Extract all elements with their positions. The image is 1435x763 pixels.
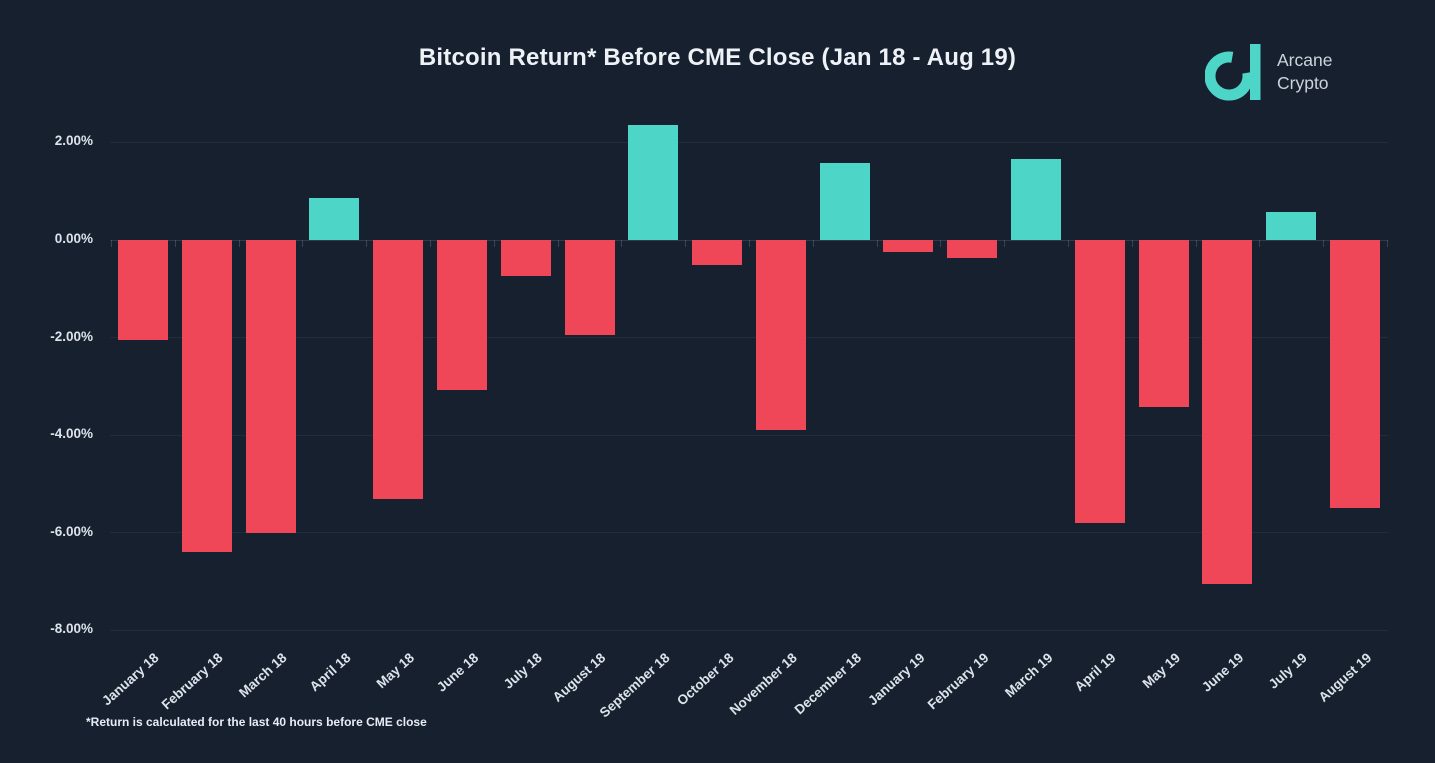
arcane-crypto-logo: Arcane Crypto xyxy=(1205,40,1332,104)
x-axis-label-august-18: August 18 xyxy=(550,650,609,705)
logo-text-line2: Crypto xyxy=(1277,73,1329,93)
bar-july-18 xyxy=(500,240,551,277)
x-axis-tick xyxy=(685,240,687,247)
gridline--4.00% xyxy=(110,434,1388,436)
x-axis-label-april-19: April 19 xyxy=(1072,650,1119,695)
bar-october-18 xyxy=(692,240,743,266)
gridline--8.00% xyxy=(110,629,1388,631)
logo-text-line1: Arcane xyxy=(1277,50,1333,71)
x-axis-tick xyxy=(812,240,814,247)
x-axis-tick xyxy=(1195,240,1197,247)
x-axis-tick xyxy=(111,240,113,247)
bar-march-19 xyxy=(1011,158,1062,240)
x-axis-label-december-18: December 18 xyxy=(791,650,864,718)
x-axis-label-july-19: July 19 xyxy=(1266,650,1311,692)
gridline-0.00% xyxy=(110,239,1388,241)
arcane-logo-mark xyxy=(1205,44,1261,101)
gridline--6.00% xyxy=(110,532,1388,534)
gridline--2.00% xyxy=(110,337,1388,339)
x-axis-label-april-18: April 18 xyxy=(306,650,354,695)
y-axis-label-2.00%: 2.00% xyxy=(54,133,93,149)
bar-june-18 xyxy=(436,240,487,390)
x-axis-tick xyxy=(876,240,878,247)
footnote: *Return is calculated for the last 40 ho… xyxy=(86,715,427,729)
x-axis-tick xyxy=(1386,240,1388,247)
bar-january-19 xyxy=(883,240,934,253)
chart-title: Bitcoin Return* Before CME Close (Jan 18… xyxy=(418,44,1017,71)
bar-march-18 xyxy=(245,240,296,533)
x-axis-tick xyxy=(493,240,495,247)
bar-january-18 xyxy=(118,240,168,341)
bar-august-18 xyxy=(564,240,615,336)
bar-september-18 xyxy=(628,124,679,240)
x-axis-tick xyxy=(302,240,304,247)
x-axis-tick xyxy=(621,240,623,247)
bar-november-18 xyxy=(755,240,806,431)
y-axis-label-0.00%: 0.00% xyxy=(54,231,93,246)
x-axis-label-february-18: February 18 xyxy=(158,650,226,713)
x-axis-label-may-18: May 18 xyxy=(373,650,418,692)
x-axis-tick xyxy=(430,240,432,247)
x-axis-label-november-18: November 18 xyxy=(726,650,800,718)
x-axis-label-may-19: May 19 xyxy=(1139,650,1183,692)
bar-june-19 xyxy=(1202,240,1253,584)
y-axis-label--8.00%: -8.00% xyxy=(50,621,93,637)
x-axis-label-october-18: October 18 xyxy=(673,650,737,709)
x-axis-label-february-19: February 19 xyxy=(924,650,992,713)
x-axis-tick xyxy=(940,240,942,247)
x-axis-label-january-18: January 18 xyxy=(99,650,163,709)
x-axis-label-june-18: June 18 xyxy=(433,650,481,695)
bar-may-19 xyxy=(1138,240,1189,408)
x-axis-label-august-19: August 19 xyxy=(1315,650,1375,705)
bar-august-19 xyxy=(1330,240,1380,509)
x-axis-label-march-18: March 18 xyxy=(236,650,290,701)
bar-july-19 xyxy=(1266,212,1317,240)
bar-december-18 xyxy=(819,163,870,240)
arcane-logo-text: Arcane Crypto xyxy=(1277,49,1332,95)
x-axis-label-july-18: July 18 xyxy=(500,650,545,692)
x-axis-tick xyxy=(174,240,176,247)
bar-april-18 xyxy=(309,197,360,240)
y-axis-label--4.00%: -4.00% xyxy=(50,426,93,442)
x-axis-tick xyxy=(1323,240,1325,247)
x-axis-tick xyxy=(366,240,368,247)
x-axis-label-june-19: June 19 xyxy=(1199,650,1247,695)
x-axis-tick xyxy=(749,240,750,247)
x-axis-tick xyxy=(1004,240,1006,247)
x-axis-tick xyxy=(238,240,240,247)
y-axis-label--6.00%: -6.00% xyxy=(50,523,93,539)
x-axis-label-march-19: March 19 xyxy=(1001,650,1056,701)
bar-april-19 xyxy=(1074,240,1125,524)
x-axis-tick xyxy=(1067,240,1069,247)
gridline-2.00% xyxy=(110,141,1388,143)
x-axis-label-january-19: January 19 xyxy=(865,650,928,709)
x-axis-tick xyxy=(557,240,559,247)
x-axis-tick xyxy=(1131,240,1133,247)
bar-february-19 xyxy=(947,240,998,259)
x-axis-tick xyxy=(1259,240,1261,247)
y-axis-label--2.00%: -2.00% xyxy=(50,328,93,344)
bar-may-18 xyxy=(373,240,424,499)
bar-february-18 xyxy=(181,240,232,553)
